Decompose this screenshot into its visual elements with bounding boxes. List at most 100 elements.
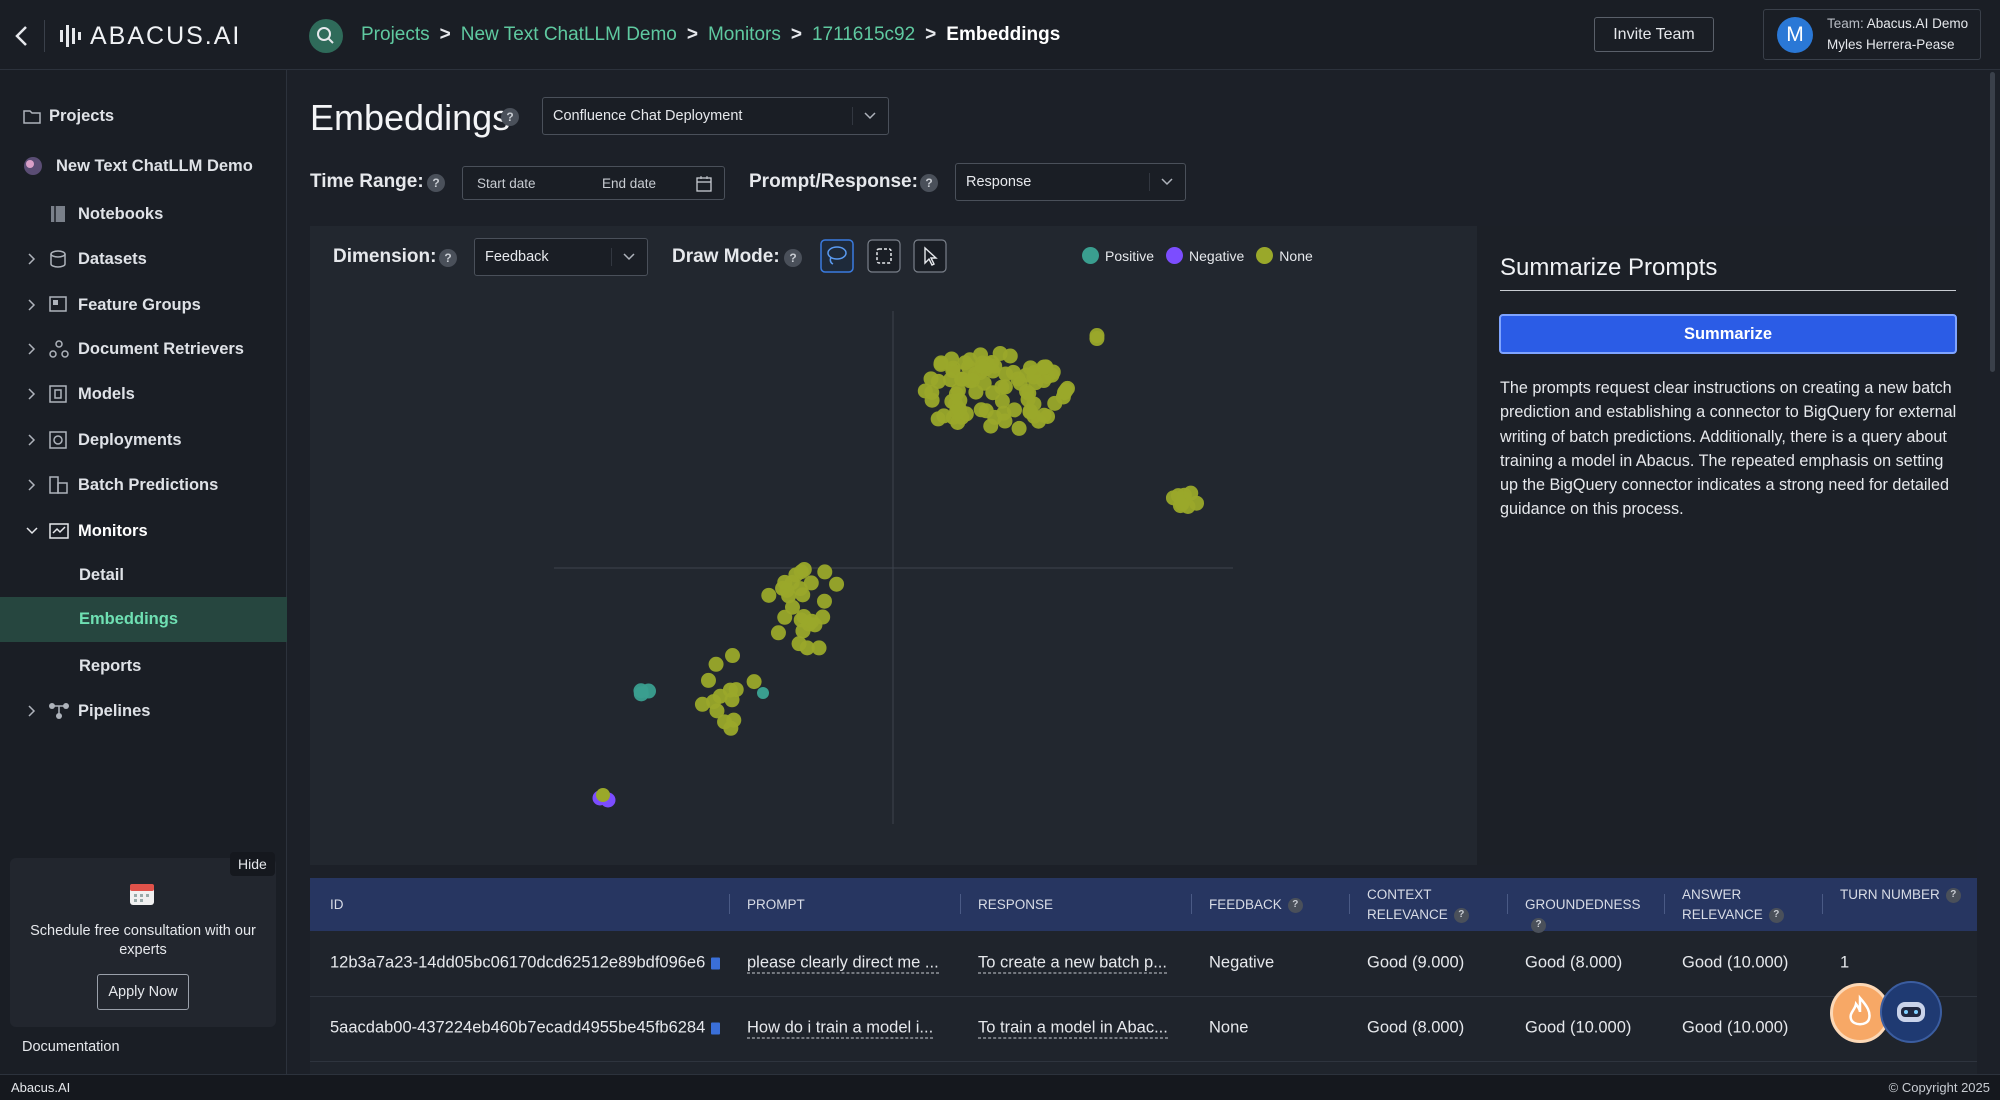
prompt-response-select[interactable]: Response <box>955 163 1186 201</box>
summarize-button[interactable]: Summarize <box>1499 314 1957 354</box>
embedding-point[interactable] <box>1089 328 1105 344</box>
embedding-point[interactable] <box>996 405 1012 421</box>
nav-item[interactable]: Detail <box>0 555 287 595</box>
breadcrumb-item[interactable]: 1711615c92 <box>811 24 916 45</box>
embedding-point[interactable] <box>793 612 809 628</box>
embedding-point[interactable] <box>968 384 984 400</box>
embedding-point[interactable] <box>994 393 1010 409</box>
embedding-point[interactable] <box>712 688 728 704</box>
embedding-point[interactable] <box>945 409 961 425</box>
embedding-point[interactable] <box>723 720 739 736</box>
apply-button[interactable]: Apply Now <box>97 974 189 1010</box>
embedding-point[interactable] <box>1040 408 1056 424</box>
embedding-point[interactable] <box>994 379 1010 395</box>
table-cell[interactable]: To train a model in Abac... <box>978 1018 1168 1039</box>
embedding-point[interactable] <box>795 623 811 639</box>
embedding-point[interactable] <box>1026 408 1042 424</box>
legend-item[interactable]: Positive <box>1082 247 1154 264</box>
embedding-point[interactable] <box>930 411 946 427</box>
documentation-link[interactable]: Documentation <box>22 1039 120 1055</box>
column-header[interactable]: FEEDBACK? <box>1209 895 1339 915</box>
nav-item[interactable]: Feature Groups <box>0 285 287 325</box>
embedding-point[interactable] <box>793 564 809 580</box>
nav-item[interactable]: Batch Predictions <box>0 465 287 505</box>
team-card[interactable]: M Team: Abacus.AI Demo Myles Herrera-Pea… <box>1763 9 1981 60</box>
column-header[interactable]: ANSWER RELEVANCE? <box>1682 885 1812 925</box>
hide-button[interactable]: Hide <box>230 852 275 876</box>
embedding-point[interactable] <box>633 683 649 699</box>
embedding-point[interactable] <box>992 345 1008 361</box>
embedding-point[interactable] <box>958 406 974 422</box>
embedding-point[interactable] <box>1059 380 1075 396</box>
embedding-point[interactable] <box>791 636 807 652</box>
embedding-point[interactable] <box>694 696 710 712</box>
nav-item-active[interactable]: Embeddings <box>0 597 287 642</box>
embedding-point[interactable] <box>700 672 716 688</box>
column-header[interactable]: GROUNDEDNESS? <box>1525 895 1655 935</box>
embedding-point[interactable] <box>829 576 845 592</box>
legend-item[interactable]: Negative <box>1166 247 1244 264</box>
embedding-point[interactable] <box>811 640 827 656</box>
embedding-point[interactable] <box>777 574 793 590</box>
embedding-point[interactable] <box>746 674 762 690</box>
table-cell[interactable]: please clearly direct me ... <box>747 953 939 974</box>
copy-icon[interactable] <box>711 1022 721 1035</box>
nav-item[interactable]: Monitors <box>0 511 287 551</box>
copy-icon[interactable] <box>711 957 721 970</box>
nav-item[interactable]: Datasets <box>0 239 287 279</box>
embedding-point[interactable] <box>974 358 990 374</box>
embedding-point[interactable] <box>948 386 964 402</box>
assistant-launcher[interactable] <box>1880 981 1942 1043</box>
embedding-point[interactable] <box>807 617 823 633</box>
nav-item[interactable]: Reports <box>0 646 287 686</box>
embedding-point[interactable] <box>761 587 777 603</box>
embedding-point[interactable] <box>1021 385 1037 401</box>
embedding-point[interactable] <box>943 372 959 388</box>
help-icon[interactable]: ? <box>1287 897 1303 913</box>
help-icon[interactable]: ? <box>1453 907 1469 923</box>
embedding-point[interactable] <box>817 564 833 580</box>
lasso-tool[interactable] <box>820 239 854 273</box>
embedding-point[interactable] <box>1170 488 1186 504</box>
help-icon[interactable]: ? <box>501 108 519 126</box>
nav-item[interactable]: New Text ChatLLM Demo <box>0 146 287 186</box>
embedding-point[interactable] <box>816 593 832 609</box>
date-range-picker[interactable]: Start date End date <box>462 166 725 200</box>
embedding-point[interactable] <box>1047 395 1063 411</box>
embedding-point[interactable] <box>709 703 725 719</box>
nav-item[interactable]: Projects <box>0 96 287 136</box>
help-icon[interactable]: ? <box>1945 887 1961 903</box>
pointer-tool[interactable] <box>913 239 947 273</box>
embedding-point[interactable] <box>770 625 786 641</box>
column-header[interactable]: RESPONSE <box>978 895 1108 915</box>
column-header[interactable]: CONTEXT RELEVANCE? <box>1367 885 1477 925</box>
embedding-point[interactable] <box>725 648 741 664</box>
invite-button[interactable]: Invite Team <box>1594 17 1714 52</box>
nav-item[interactable]: Notebooks <box>0 194 287 234</box>
embedding-point[interactable] <box>924 384 940 400</box>
breadcrumb-item[interactable]: Monitors <box>707 24 781 45</box>
embedding-point[interactable] <box>596 788 610 802</box>
deployment-select[interactable]: Confluence Chat Deployment <box>542 97 889 135</box>
help-icon[interactable]: ? <box>920 174 938 192</box>
help-icon[interactable]: ? <box>1768 907 1784 923</box>
table-cell[interactable]: To create a new batch p... <box>978 953 1167 974</box>
embedding-point[interactable] <box>795 587 811 603</box>
column-header[interactable]: ID <box>330 895 460 915</box>
help-icon[interactable]: ? <box>439 249 457 267</box>
embedding-point[interactable] <box>781 588 797 604</box>
embedding-point[interactable] <box>708 656 724 672</box>
back-button[interactable] <box>12 24 32 48</box>
embedding-point[interactable] <box>923 371 939 387</box>
embedding-point[interactable] <box>803 575 819 591</box>
breadcrumb-item[interactable]: New Text ChatLLM Demo <box>460 24 677 45</box>
embedding-point[interactable] <box>757 687 769 699</box>
table-cell[interactable]: How do i train a model i... <box>747 1018 934 1039</box>
embedding-point[interactable] <box>933 356 949 372</box>
column-header[interactable]: TURN NUMBER? <box>1840 885 1970 905</box>
embedding-point[interactable] <box>784 599 800 615</box>
help-icon[interactable]: ? <box>427 174 445 192</box>
nav-item[interactable]: Pipelines <box>0 691 287 731</box>
embedding-point[interactable] <box>962 352 978 368</box>
column-header[interactable]: PROMPT <box>747 895 877 915</box>
